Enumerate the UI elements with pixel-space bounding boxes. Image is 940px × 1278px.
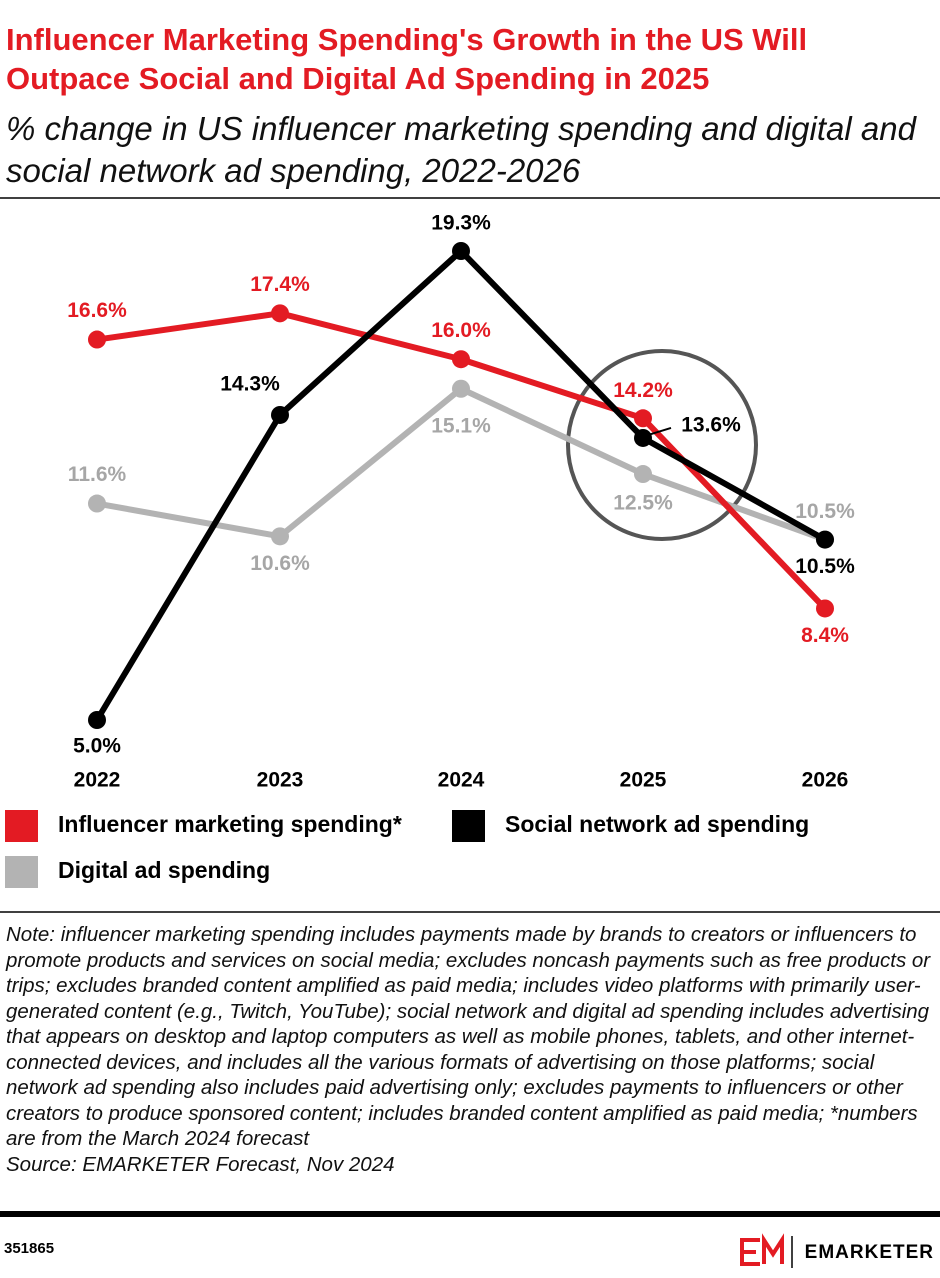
chart-subtitle: % change in US influencer marketing spen… bbox=[6, 110, 916, 189]
chart-title: Influencer Marketing Spending's Growth i… bbox=[6, 22, 808, 96]
highlight-circle bbox=[566, 349, 758, 541]
value-label: 16.6% bbox=[67, 299, 127, 322]
x-tick-label: 2025 bbox=[620, 769, 667, 792]
value-label: 17.4% bbox=[250, 273, 310, 296]
point bbox=[452, 242, 470, 260]
point bbox=[816, 530, 834, 549]
legend-label: Social network ad spending bbox=[505, 811, 809, 837]
legend-swatch bbox=[5, 856, 38, 888]
value-label: 19.3% bbox=[431, 212, 491, 235]
point bbox=[88, 330, 106, 349]
x-tick-label: 2024 bbox=[438, 769, 485, 792]
value-label: 14.2% bbox=[613, 379, 673, 402]
point bbox=[634, 465, 652, 484]
legend-label: Influencer marketing spending* bbox=[58, 811, 402, 837]
x-tick-label: 2026 bbox=[802, 769, 849, 792]
note-text: Note: influencer marketing spending incl… bbox=[6, 923, 931, 1150]
chart-id: 351865 bbox=[4, 1240, 55, 1257]
point bbox=[271, 304, 289, 323]
point bbox=[271, 527, 289, 546]
series-line bbox=[96, 385, 827, 543]
label-leader bbox=[644, 426, 672, 437]
legend-label: Digital ad spending bbox=[58, 857, 270, 883]
value-label: 12.5% bbox=[613, 492, 673, 515]
value-label: 8.4% bbox=[801, 624, 849, 647]
value-label: 5.0% bbox=[73, 735, 121, 758]
value-label: 10.6% bbox=[250, 552, 310, 575]
legend-swatch bbox=[5, 810, 38, 842]
legend-swatch bbox=[452, 810, 485, 842]
value-label: 10.5% bbox=[795, 555, 855, 578]
value-label: 14.3% bbox=[220, 373, 280, 396]
point bbox=[271, 405, 289, 424]
value-label: 10.5% bbox=[795, 500, 855, 523]
point bbox=[634, 428, 652, 447]
point bbox=[452, 350, 470, 369]
note: Note: influencer marketing spending incl… bbox=[6, 922, 931, 1177]
brand: EMARKETER bbox=[805, 1242, 934, 1263]
point bbox=[634, 409, 652, 428]
point bbox=[816, 599, 834, 618]
x-tick-label: 2023 bbox=[257, 769, 304, 792]
point bbox=[452, 379, 470, 398]
x-tick-label: 2022 bbox=[74, 769, 121, 792]
value-label: 15.1% bbox=[431, 414, 491, 437]
point bbox=[88, 711, 106, 729]
point bbox=[88, 494, 106, 513]
source: Source: EMARKETER Forecast, Nov 2024 bbox=[6, 1152, 395, 1176]
value-label: 13.6% bbox=[681, 413, 741, 436]
value-label: 11.6% bbox=[68, 463, 127, 486]
value-label: 16.0% bbox=[431, 319, 491, 342]
logo-icon bbox=[740, 1233, 784, 1266]
